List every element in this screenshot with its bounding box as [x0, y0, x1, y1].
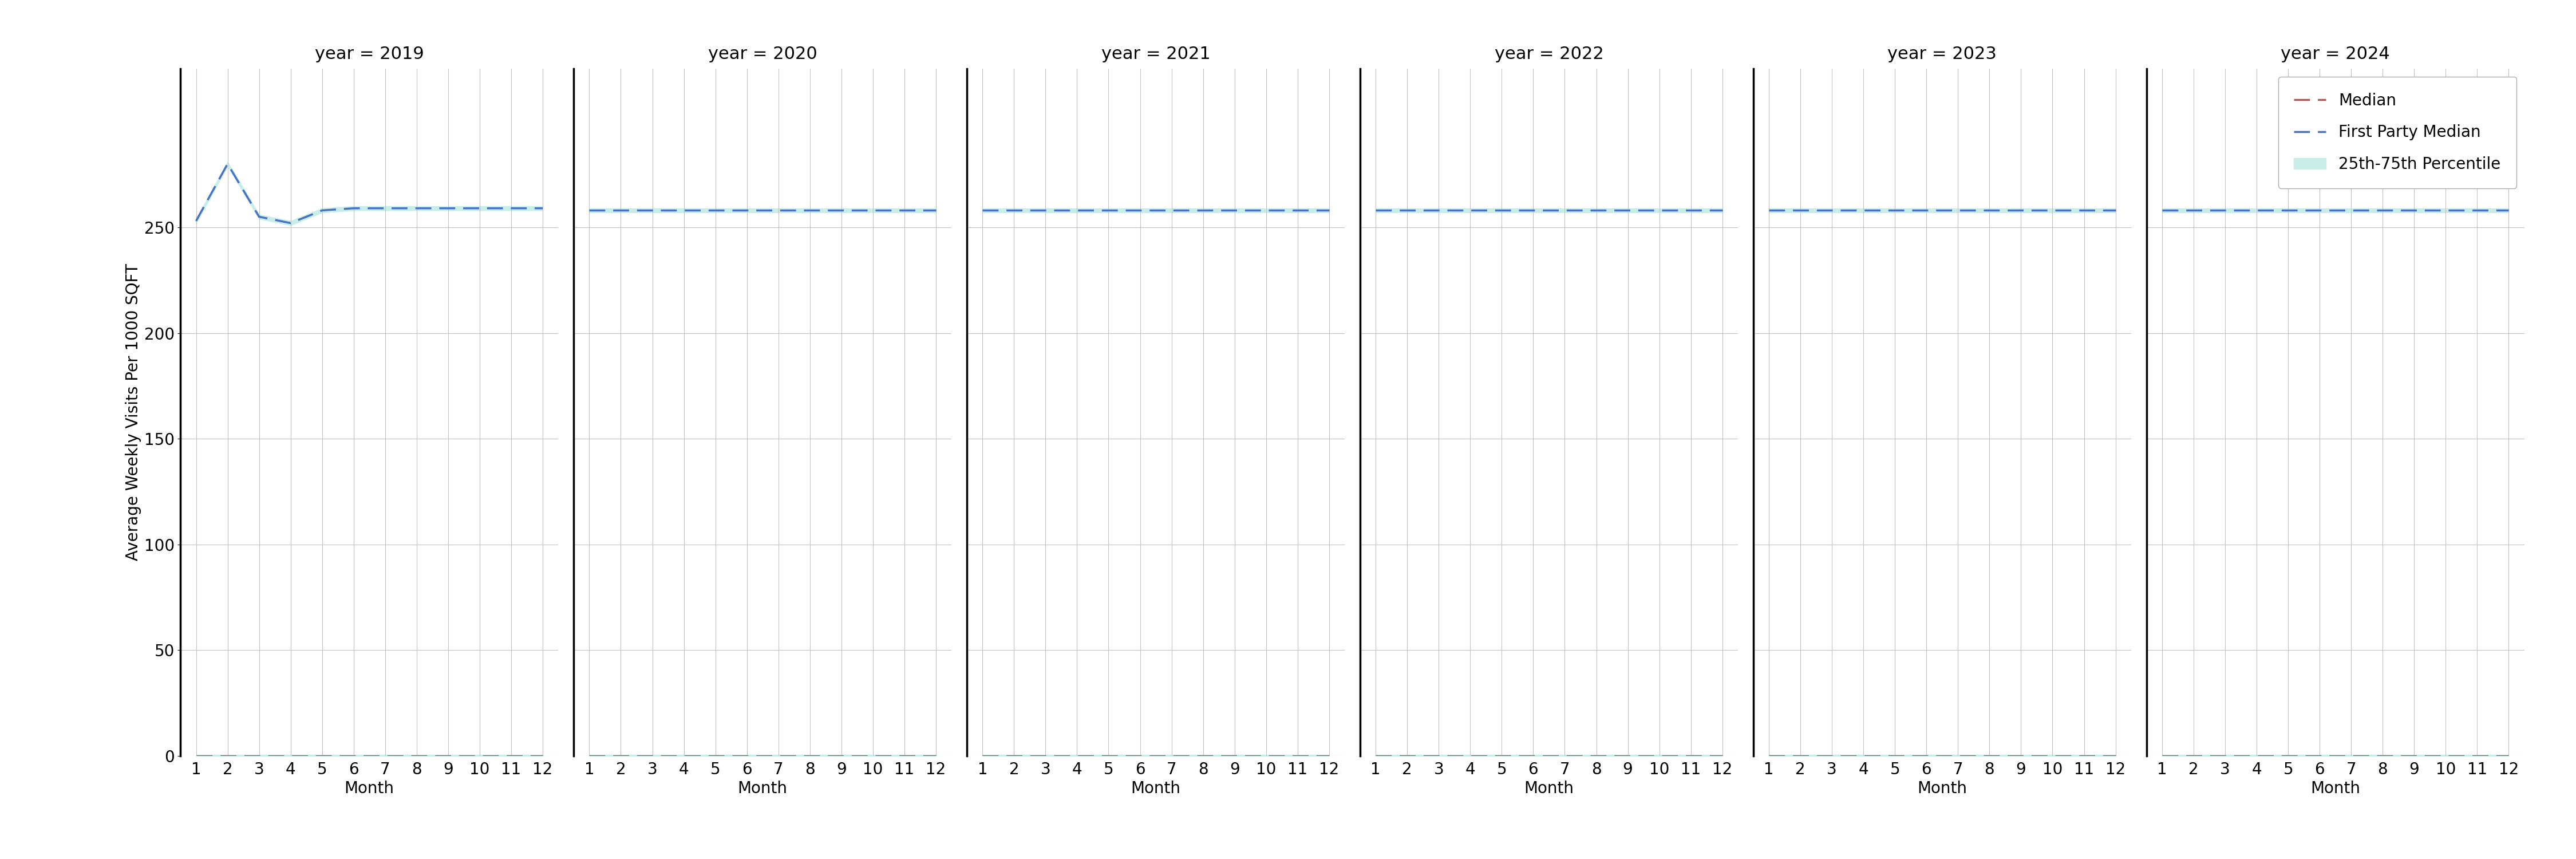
- X-axis label: Month: Month: [2311, 781, 2360, 797]
- Title: year = 2023: year = 2023: [1888, 46, 1996, 63]
- Legend: Median, First Party Median, 25th-75th Percentile: Median, First Party Median, 25th-75th Pe…: [2277, 76, 2517, 188]
- X-axis label: Month: Month: [737, 781, 788, 797]
- Title: year = 2020: year = 2020: [708, 46, 817, 63]
- X-axis label: Month: Month: [1917, 781, 1968, 797]
- X-axis label: Month: Month: [345, 781, 394, 797]
- Title: year = 2022: year = 2022: [1494, 46, 1605, 63]
- Title: year = 2021: year = 2021: [1100, 46, 1211, 63]
- X-axis label: Month: Month: [1525, 781, 1574, 797]
- Title: year = 2024: year = 2024: [2280, 46, 2391, 63]
- X-axis label: Month: Month: [1131, 781, 1180, 797]
- Title: year = 2019: year = 2019: [314, 46, 425, 63]
- Y-axis label: Average Weekly Visits Per 1000 SQFT: Average Weekly Visits Per 1000 SQFT: [126, 264, 142, 561]
